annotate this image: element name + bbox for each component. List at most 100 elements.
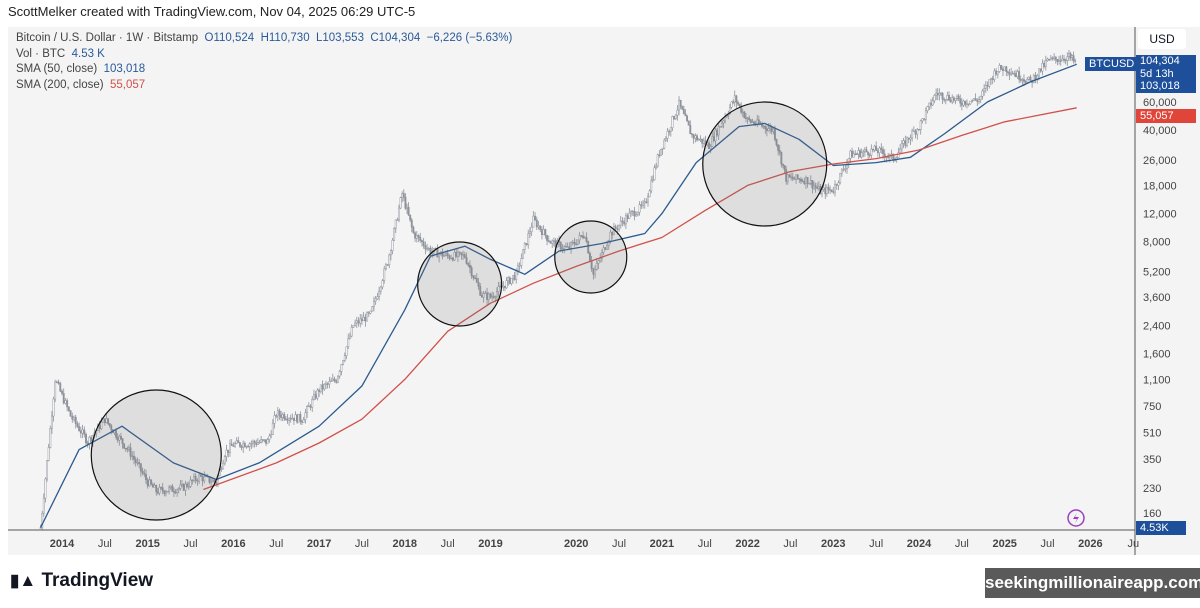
ai-assistant-icon[interactable] (1067, 509, 1085, 527)
candle-body (313, 394, 315, 400)
candle-body (134, 459, 137, 463)
candle-body (463, 254, 466, 258)
candle-body (376, 296, 379, 300)
candle-body (276, 410, 279, 417)
candle-body (811, 180, 814, 189)
candle-body (686, 115, 689, 122)
candle-body (882, 149, 884, 155)
candle-body (655, 165, 658, 169)
candle-body (129, 447, 132, 457)
low-value: L103,553 (316, 32, 364, 44)
candle-body (69, 410, 72, 417)
candle-body (604, 247, 607, 250)
candle-body (76, 423, 79, 427)
candle-body (61, 390, 63, 394)
candle-body (949, 99, 952, 103)
candle-body (699, 138, 702, 141)
candle-body (50, 415, 53, 429)
candle-body (275, 415, 278, 417)
candle-body (630, 211, 632, 214)
candle-body (176, 489, 179, 493)
candle-body (523, 243, 526, 250)
chart-caption: ScottMelker created with TradingView.com… (8, 4, 416, 19)
last-price-label: 104,304 5d 13h 103,018 (1136, 55, 1196, 93)
candle-body (417, 235, 420, 238)
symbol-tag: BTCUSD (1085, 57, 1139, 71)
price-tick-label: 2,400 (1143, 320, 1171, 332)
candle-body (743, 111, 746, 119)
candle-body (549, 241, 552, 244)
volume-label[interactable]: Vol · BTC (16, 47, 66, 60)
candle-body (139, 463, 142, 472)
candle-body (825, 187, 828, 195)
candle-body (516, 265, 519, 271)
candle-body (166, 490, 169, 493)
candle-body (398, 207, 400, 221)
sma50-label[interactable]: SMA (50, close) (16, 63, 98, 75)
candle-body (981, 90, 984, 97)
candle-body (998, 65, 1001, 72)
candle-body (338, 371, 341, 377)
symbol-name[interactable]: Bitcoin / U.S. Dollar · 1W · Bitstamp (16, 32, 199, 44)
tradingview-logo[interactable]: ▮▲ TradingView (10, 570, 154, 591)
candle-body (424, 245, 427, 250)
candle-body (502, 285, 505, 288)
candle-body (996, 71, 999, 75)
candle-body (690, 133, 693, 135)
candle-body (291, 417, 294, 420)
time-tick-label: Jul (441, 538, 455, 550)
candle-body (136, 462, 139, 464)
candle-body (133, 455, 135, 460)
candle-body (1048, 58, 1051, 61)
candle-body (956, 95, 958, 99)
candle-body (1051, 57, 1054, 60)
time-tick-label: Jul (184, 538, 198, 550)
candle-body (679, 99, 682, 107)
candle-body (619, 220, 622, 226)
candle-body (912, 130, 915, 132)
candle-body (611, 231, 614, 236)
time-tick-label: 2025 (992, 538, 1016, 550)
candle-body (573, 241, 576, 245)
candle-body (839, 172, 842, 184)
candle-body (552, 240, 555, 242)
candle-body (923, 118, 926, 120)
candle-body (379, 286, 382, 292)
candle-body (323, 384, 326, 390)
currency-button[interactable]: USD (1138, 29, 1186, 49)
time-tick-label: Jul (612, 538, 626, 550)
candle-body (722, 120, 725, 124)
candle-body (234, 443, 236, 447)
candle-body (849, 150, 852, 159)
candle-body (59, 383, 62, 392)
candle-body (738, 103, 741, 106)
candle-body (394, 219, 397, 229)
annotation-circles (90, 101, 828, 521)
time-tick-label: Jul (1041, 538, 1055, 550)
candle-body (595, 263, 598, 270)
candle-body (220, 468, 223, 470)
candle-body (270, 434, 273, 437)
candle-body (288, 418, 291, 421)
candle-body (515, 270, 518, 280)
candle-body (735, 95, 738, 103)
candle-body (347, 338, 350, 348)
candle-body (318, 389, 321, 392)
candle-body (952, 97, 955, 101)
candle-body (728, 107, 731, 114)
candle-body (330, 380, 333, 382)
time-tick-label: 2026 (1078, 538, 1102, 550)
candle-body (1011, 72, 1014, 75)
candle-body (875, 145, 878, 151)
candle-body (808, 183, 811, 185)
candle-body (829, 189, 832, 191)
candle-body (940, 92, 942, 95)
candle-body (1013, 73, 1016, 75)
candle-body (74, 416, 77, 424)
candle-body (606, 245, 609, 250)
candle-body (673, 116, 676, 120)
candle-body (237, 440, 240, 443)
sma200-label[interactable]: SMA (200, close) (16, 78, 104, 91)
candle-body (1029, 76, 1032, 81)
